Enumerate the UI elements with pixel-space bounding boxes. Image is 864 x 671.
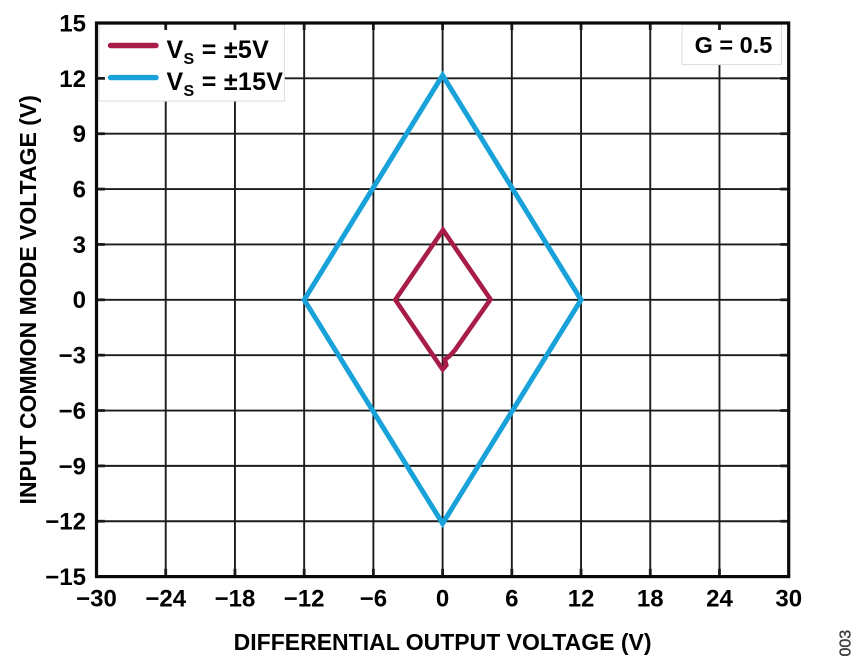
- svg-text:−6: −6: [360, 586, 387, 613]
- svg-text:3: 3: [73, 232, 86, 259]
- svg-text:6: 6: [505, 586, 518, 613]
- svg-text:12: 12: [568, 586, 595, 613]
- svg-text:18: 18: [637, 586, 664, 613]
- svg-text:−18: −18: [215, 586, 256, 613]
- svg-text:−6: −6: [59, 398, 86, 425]
- svg-text:−12: −12: [284, 586, 325, 613]
- svg-text:VS = ±5V: VS = ±5V: [167, 36, 270, 68]
- svg-text:−3: −3: [59, 343, 86, 370]
- svg-text:INPUT COMMON MODE VOLTAGE (V): INPUT COMMON MODE VOLTAGE (V): [15, 95, 41, 504]
- svg-text:12: 12: [59, 66, 86, 93]
- svg-text:9: 9: [73, 121, 86, 148]
- svg-text:−24: −24: [145, 586, 186, 613]
- svg-text:24: 24: [706, 586, 733, 613]
- svg-text:−12: −12: [45, 509, 86, 536]
- svg-text:−30: −30: [76, 586, 117, 613]
- svg-text:0: 0: [436, 586, 449, 613]
- svg-text:0: 0: [73, 287, 86, 314]
- svg-text:6: 6: [73, 177, 86, 204]
- svg-text:003: 003: [838, 630, 855, 657]
- svg-text:G = 0.5: G = 0.5: [695, 32, 773, 58]
- svg-text:DIFFERENTIAL OUTPUT VOLTAGE (V: DIFFERENTIAL OUTPUT VOLTAGE (V): [234, 629, 652, 655]
- svg-text:15: 15: [59, 10, 86, 37]
- svg-text:−9: −9: [59, 453, 86, 480]
- svg-text:−15: −15: [45, 564, 86, 591]
- svg-text:30: 30: [775, 586, 802, 613]
